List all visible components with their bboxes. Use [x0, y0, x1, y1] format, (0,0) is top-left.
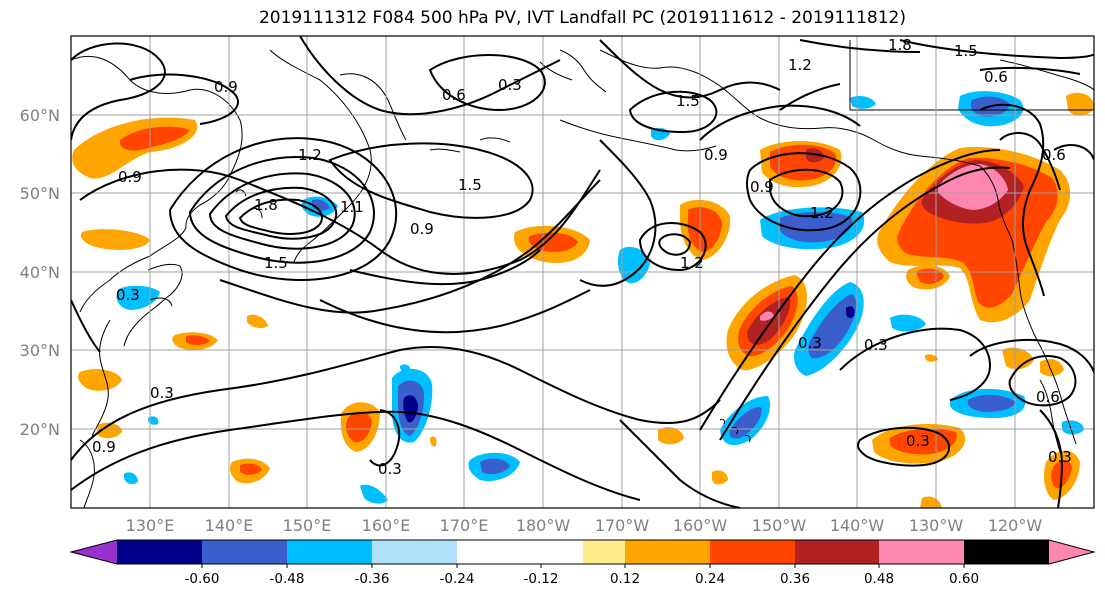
colorbar-tick-label: -0.36	[355, 571, 390, 587]
map-title: 2019111312 F084 500 hPa PV, IVT Landfall…	[258, 8, 906, 28]
lat-label: 60°N	[20, 106, 60, 125]
colorbar-segment	[287, 540, 372, 564]
contour-label: 0.9	[92, 438, 116, 456]
colorbar-tick-label: -0.24	[440, 571, 475, 587]
colorbar-segment	[457, 540, 541, 564]
lat-label: 20°N	[20, 420, 60, 439]
longitude-labels: 130°E 140°E 150°E 160°E 170°E 180°W 170°…	[126, 516, 1043, 535]
colorbar-segment	[117, 540, 202, 564]
contour-label: 1.5	[954, 42, 978, 60]
contour-label: 1.2	[810, 204, 834, 222]
colorbar-max-extend	[1049, 540, 1094, 564]
contour-label: 0.9	[118, 168, 142, 186]
latitude-labels: 60°N 50°N 40°N 30°N 20°N	[20, 106, 60, 439]
lon-label: 130°W	[909, 516, 964, 535]
pv-contours	[71, 36, 1094, 508]
contour-label: 0.3	[798, 334, 822, 352]
contour-label: 0.3	[1048, 448, 1072, 466]
colorbar-segment	[541, 540, 583, 564]
contour-label: 0.3	[498, 76, 522, 94]
colorbar-segment	[710, 540, 795, 564]
map-panel: 0.9 0.6 0.3 1.2 1.5 1.8 0.9 1.5 1.2 1.5 …	[71, 36, 1094, 508]
contour-label: 1.5	[676, 92, 700, 110]
colorbar-tick-label: -0.48	[270, 571, 305, 587]
lon-label: 120°W	[988, 516, 1043, 535]
contour-label: 1.2	[298, 146, 322, 164]
colorbar-segment	[583, 540, 625, 564]
contour-label: 0.6	[442, 86, 466, 104]
contour-label: 0.3	[116, 286, 140, 304]
contour-label: 0.3	[906, 432, 930, 450]
colorbar-min-extend	[71, 540, 117, 564]
contour-label: 0.3	[150, 384, 174, 402]
lon-label: 160°E	[362, 516, 411, 535]
ivt-shading	[72, 91, 1094, 508]
contour-label: 0.3	[378, 460, 402, 478]
lon-label: 140°W	[830, 516, 885, 535]
contour-label: 0.6	[984, 68, 1008, 86]
lat-label: 50°N	[20, 184, 60, 203]
lon-label: 150°E	[283, 516, 332, 535]
colorbar-tick-label: 0.36	[780, 571, 810, 587]
contour-label: 0.9	[704, 146, 728, 164]
colorbar-tick-label: 0.12	[610, 571, 640, 587]
contour-label: 1.5	[264, 254, 288, 272]
contour-label: 1.5	[458, 176, 482, 194]
contour-label: 0.3	[864, 336, 888, 354]
contour-label: 0.9	[410, 220, 434, 238]
colorbar-segment	[625, 540, 710, 564]
lon-label: 130°E	[126, 516, 175, 535]
contour-label: 0.6	[1036, 388, 1060, 406]
lon-label: 170°W	[595, 516, 650, 535]
colorbar-segment	[795, 540, 879, 564]
contour-label: 0.9	[214, 78, 238, 96]
contour-label: 1.2	[788, 56, 812, 74]
contour-label: 1.1	[340, 198, 364, 216]
colorbar-tick-label: 0.48	[864, 571, 894, 587]
contour-label: 1.8	[254, 196, 278, 214]
lon-label: 160°W	[673, 516, 728, 535]
contour-label: 1.2	[680, 254, 704, 272]
lat-label: 30°N	[20, 341, 60, 360]
colorbar-segment	[202, 540, 287, 564]
colorbar-segment	[964, 540, 1049, 564]
lon-label: 180°W	[516, 516, 571, 535]
colorbar-segment	[879, 540, 964, 564]
colorbar-tick-label: 0.24	[695, 571, 725, 587]
lon-label: 170°E	[440, 516, 489, 535]
lat-label: 40°N	[20, 263, 60, 282]
colorbar-segment	[372, 540, 457, 564]
colorbar-tick-label: -0.60	[185, 571, 220, 587]
colorbar: -0.60 -0.48 -0.36 -0.24 -0.12 0.12 0.24 …	[69, 539, 1096, 587]
coastlines	[71, 40, 1094, 508]
colorbar-tick-label: -0.12	[524, 571, 559, 587]
contour-label: 0.9	[750, 178, 774, 196]
contour-label: 0.6	[1042, 146, 1066, 164]
contour-labels: 0.9 0.6 0.3 1.2 1.5 1.8 0.9 1.5 1.2 1.5 …	[92, 36, 1072, 478]
lon-label: 150°W	[752, 516, 807, 535]
lon-label: 140°E	[205, 516, 254, 535]
map-frame	[70, 35, 1095, 509]
colorbar-tick-label: 0.60	[949, 571, 979, 587]
contour-label: 1.8	[888, 36, 912, 54]
